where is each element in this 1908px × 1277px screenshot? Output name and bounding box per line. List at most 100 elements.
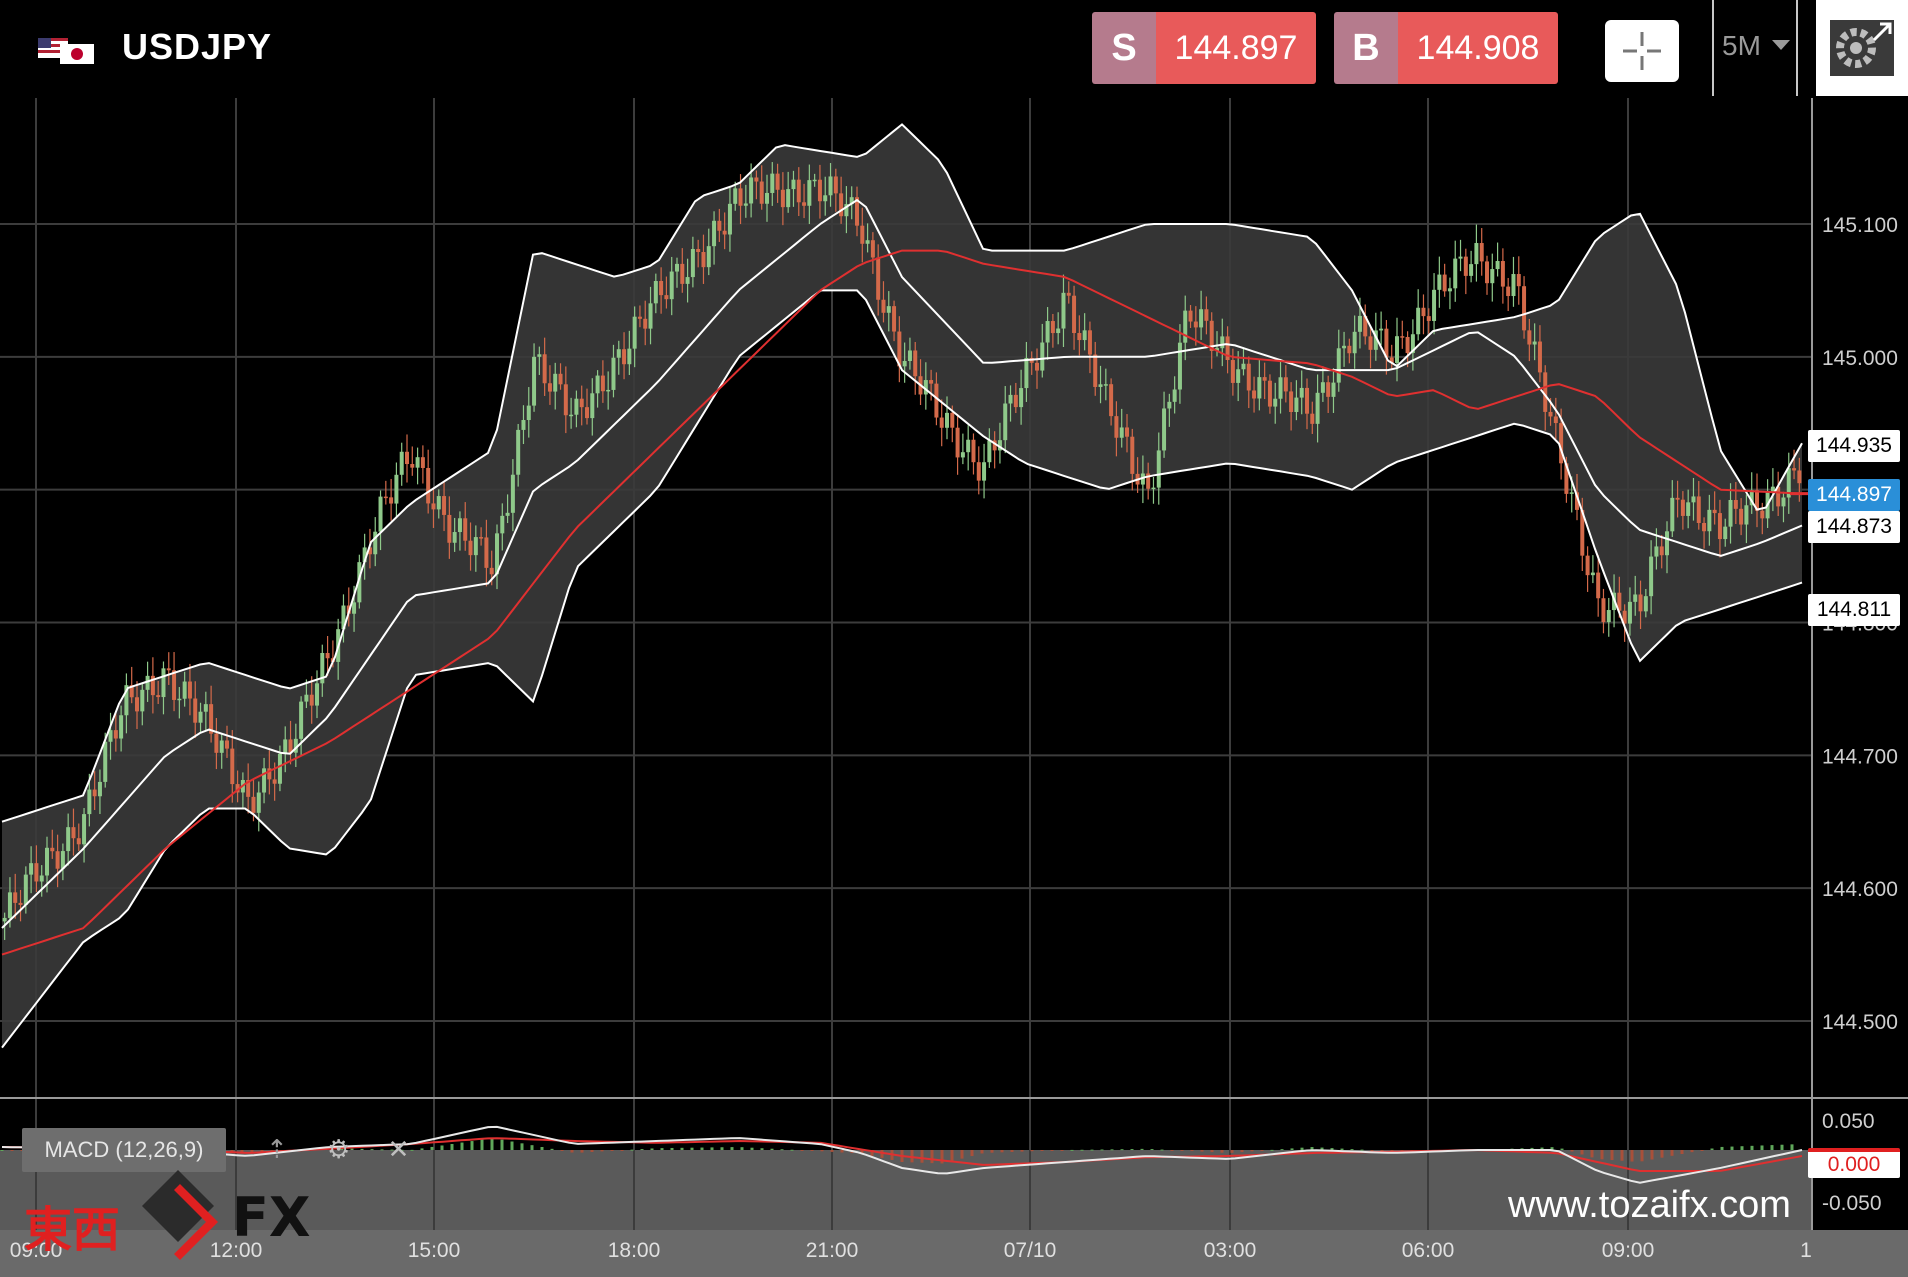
candle-body xyxy=(1283,377,1288,392)
candle-body xyxy=(585,407,589,419)
candle-body xyxy=(1755,490,1759,511)
macd-histogram-bar xyxy=(870,1150,874,1156)
macd-histogram-bar xyxy=(1160,1149,1164,1151)
x-tick-label: 15:00 xyxy=(408,1239,461,1262)
macd-histogram-bar xyxy=(10,1150,14,1151)
macd-histogram-bar xyxy=(1620,1150,1624,1161)
macd-histogram-bar xyxy=(860,1150,864,1154)
macd-histogram-bar xyxy=(530,1145,534,1150)
chevron-down-icon[interactable] xyxy=(1772,40,1790,50)
candle-body xyxy=(1013,394,1018,408)
candle-body xyxy=(55,851,60,869)
candle-body xyxy=(256,792,261,813)
macd-histogram-bar xyxy=(970,1150,974,1157)
candle-body xyxy=(923,380,928,395)
candle-body xyxy=(108,730,113,742)
candle-body xyxy=(187,681,192,699)
macd-panel-bg xyxy=(0,1150,1812,1230)
macd-histogram-bar xyxy=(490,1138,494,1150)
candle-body xyxy=(124,685,129,716)
candle-body xyxy=(1289,391,1294,413)
candle-body xyxy=(315,683,319,706)
gear-icon[interactable]: ⚙ xyxy=(327,1134,351,1164)
candle-body xyxy=(1548,411,1553,417)
candle-body xyxy=(1723,526,1728,540)
macd-histogram-bar xyxy=(540,1147,544,1150)
close-icon[interactable]: ✕ xyxy=(387,1134,410,1164)
candle-body xyxy=(1066,292,1071,296)
macd-histogram-bar xyxy=(1600,1150,1604,1160)
candle-body xyxy=(1220,336,1225,349)
x-tick-label: 1 xyxy=(1800,1239,1812,1262)
macd-histogram-bar xyxy=(1250,1150,1254,1152)
candle-body xyxy=(82,814,87,845)
sell-button[interactable]: S 144.897 xyxy=(1092,12,1316,84)
header-divider xyxy=(1712,0,1714,96)
candle-body xyxy=(1432,289,1437,321)
candle-body xyxy=(1056,328,1061,334)
candle-body xyxy=(1093,354,1098,387)
macd-histogram-bar xyxy=(560,1150,564,1151)
candle-body xyxy=(802,202,807,206)
macd-histogram-bar xyxy=(1270,1149,1274,1151)
candle-body xyxy=(833,176,838,194)
macd-histogram-bar xyxy=(1220,1150,1224,1153)
crosshair-button[interactable] xyxy=(1605,20,1679,82)
candle-body xyxy=(950,412,955,428)
macd-histogram-bar xyxy=(1760,1145,1764,1150)
candle-body xyxy=(267,768,272,780)
candle-body xyxy=(500,515,505,534)
candle-body xyxy=(1331,382,1336,397)
macd-histogram-bar xyxy=(1090,1149,1094,1151)
macd-histogram-bar xyxy=(1010,1150,1014,1152)
candle-body xyxy=(1416,307,1421,335)
symbol-title: USDJPY xyxy=(122,26,273,67)
candle-body xyxy=(1188,310,1193,322)
macd-histogram-bar xyxy=(820,1150,824,1152)
candle-body xyxy=(1458,256,1463,259)
candle-body xyxy=(1665,531,1669,556)
macd-histogram-bar xyxy=(740,1147,744,1150)
candle-body xyxy=(1262,377,1267,381)
candle-body xyxy=(1040,342,1045,371)
macd-histogram-bar xyxy=(1630,1150,1634,1162)
candle-body xyxy=(1649,556,1654,597)
macd-histogram-bar xyxy=(340,1148,344,1150)
chart-header: USDJPY S 144.897 B 144.908 5M xyxy=(0,0,1908,96)
candle-body xyxy=(145,675,150,690)
macd-histogram-bar xyxy=(650,1148,654,1150)
candle-body xyxy=(378,496,383,532)
candle-body xyxy=(272,779,277,784)
candle-body xyxy=(1103,384,1108,386)
candle-body xyxy=(685,277,690,284)
macd-label[interactable]: MACD (12,26,9) xyxy=(22,1128,226,1172)
candle-body xyxy=(367,547,372,555)
macd-histogram-bar xyxy=(550,1148,554,1150)
candle-body xyxy=(484,537,489,568)
price-badge-middle: 144.873 xyxy=(1808,511,1900,543)
candle-body xyxy=(637,316,642,319)
macd-histogram-bar xyxy=(1710,1148,1714,1150)
up-arrow-icon[interactable]: ⇡ xyxy=(266,1134,288,1164)
candle-body xyxy=(860,225,865,244)
candle-body xyxy=(807,180,812,206)
candle-body xyxy=(526,405,531,421)
candle-body xyxy=(1310,413,1315,424)
macd-histogram-bar xyxy=(810,1150,814,1151)
candle-body xyxy=(1506,286,1511,297)
candle-body xyxy=(1395,336,1399,363)
candle-body xyxy=(722,230,727,235)
settings-corner[interactable] xyxy=(1816,0,1908,96)
timeframe-select[interactable]: 5M xyxy=(1722,30,1761,61)
macd-histogram-bar xyxy=(940,1150,944,1164)
candle-body xyxy=(119,715,124,739)
candle-body xyxy=(251,796,256,813)
candle-body xyxy=(1299,387,1304,398)
buy-button[interactable]: B 144.908 xyxy=(1334,12,1558,84)
candle-body xyxy=(1294,397,1299,413)
candle-body xyxy=(34,863,39,882)
candle-body xyxy=(1305,387,1309,414)
macd-histogram-bar xyxy=(1360,1149,1364,1151)
macd-histogram-bar xyxy=(1540,1147,1544,1150)
